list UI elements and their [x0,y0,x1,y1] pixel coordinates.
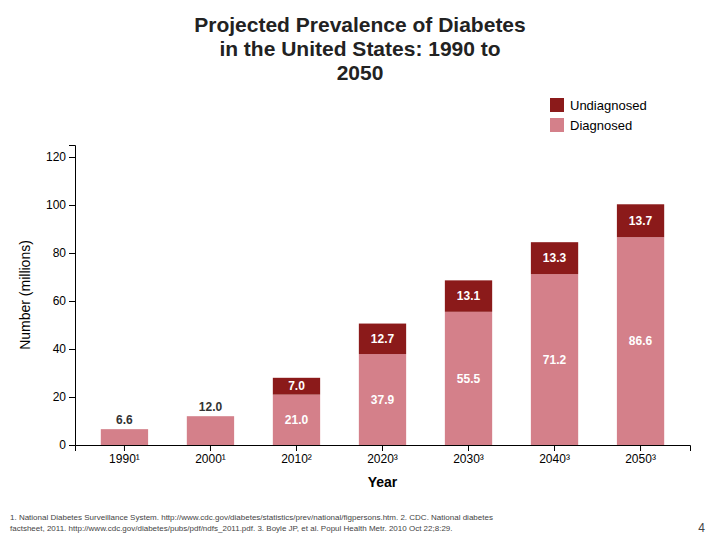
tick-label: 60 [53,294,67,308]
footnote-line: 1. National Diabetes Surveillance System… [10,513,493,522]
title: Projected Prevalence of Diabetesin the U… [194,13,525,84]
bar [187,416,234,417]
tick-label: 40 [53,342,67,356]
data-label: 13.3 [543,251,567,265]
tick: 2010² [281,445,312,466]
y-axis-title: Number (millions) [17,240,33,350]
tick-mark [554,445,555,451]
bar [101,429,148,430]
tick-mark [69,397,75,398]
legend-label: Undiagnosed [570,98,647,113]
tick-label: 1990¹ [109,452,140,466]
tick: 2000¹ [195,445,226,466]
x-axis: 1990¹ 2000¹ 2010² 2020³ 2030³ 2040³ 2050³ [76,445,691,466]
legend: Undiagnosed Diagnosed [550,98,647,133]
tick: 2020³ [367,445,398,466]
data-label: 6.6 [116,413,133,427]
data-label: 13.1 [457,289,481,303]
tick: 100 [46,198,75,212]
tick-mark [69,205,75,206]
title-line: in the United States: 1990 to [219,37,500,60]
y-axis: 0 20 40 60 80 100 120 [46,146,76,453]
legend-swatch [550,98,564,112]
data-label: 7.0 [288,379,305,393]
axis-line [76,446,691,452]
tick-mark [69,157,75,158]
tick: 2030³ [453,445,484,466]
page-number: 4 [698,521,705,535]
tick: 40 [53,342,75,356]
tick: 20 [53,390,75,404]
tick-mark [296,445,297,451]
x-axis-title: Year [368,474,398,490]
data-label: 71.2 [543,353,567,367]
tick: 0 [59,438,75,452]
tick-mark [640,445,641,451]
bar [531,242,578,274]
tick-mark [69,301,75,302]
bar [273,395,320,445]
axis-line [69,146,76,446]
tick-label: 20 [53,390,67,404]
chart: 0 20 40 60 80 100 120 1990¹ 2000¹ 2010² 2020³ 2030³… [0,0,720,540]
tick: 60 [53,294,75,308]
tick: 2040³ [539,445,570,466]
tick-label: 120 [46,150,66,164]
bar [445,280,492,311]
tick: 2050³ [625,445,656,466]
bar [617,237,664,445]
tick-label: 0 [59,438,66,452]
bar [101,429,148,445]
bar [531,274,578,445]
legend-item: Diagnosed [550,118,632,133]
bar [273,378,320,395]
tick-label: 2010² [281,452,312,466]
tick-label: 2030³ [453,452,484,466]
bar [359,354,406,445]
data-labels: 6.6 12.0 21.0 37.9 55.5 71.2 86.6 7.0 12.7 13.1 13… [116,214,652,427]
tick: 120 [46,150,75,164]
tick-label: 2000¹ [195,452,226,466]
title-line: 2050 [337,61,384,84]
tick-mark [210,445,211,451]
tick-mark [124,445,125,451]
data-label: 55.5 [457,372,481,386]
footnote-line: factsheet, 2011. http://www.cdc.gov/diab… [10,524,453,533]
bar [445,312,492,445]
tick-mark [69,445,75,446]
bar [359,324,406,354]
data-label: 37.9 [371,393,395,407]
tick-label: 2020³ [367,452,398,466]
tick-label: 2050³ [625,452,656,466]
tick: 80 [53,246,75,260]
tick-mark [69,349,75,350]
legend-item: Undiagnosed [550,98,647,113]
bar [617,204,664,237]
data-label: 86.6 [629,334,653,348]
tick-label: 80 [53,246,67,260]
bars [101,204,664,445]
data-label: 12.0 [199,400,223,414]
legend-label: Diagnosed [570,118,632,133]
tick-mark [382,445,383,451]
data-label: 13.7 [629,214,653,228]
data-label: 21.0 [285,413,309,427]
tick-mark [69,253,75,254]
footnote: 1. National Diabetes Surveillance System… [10,513,493,533]
tick: 1990¹ [109,445,140,466]
tick-label: 2040³ [539,452,570,466]
title-line: Projected Prevalence of Diabetes [194,13,525,36]
bar [187,416,234,445]
tick-mark [468,445,469,451]
data-label: 12.7 [371,332,395,346]
legend-swatch [550,118,564,132]
tick-label: 100 [46,198,66,212]
